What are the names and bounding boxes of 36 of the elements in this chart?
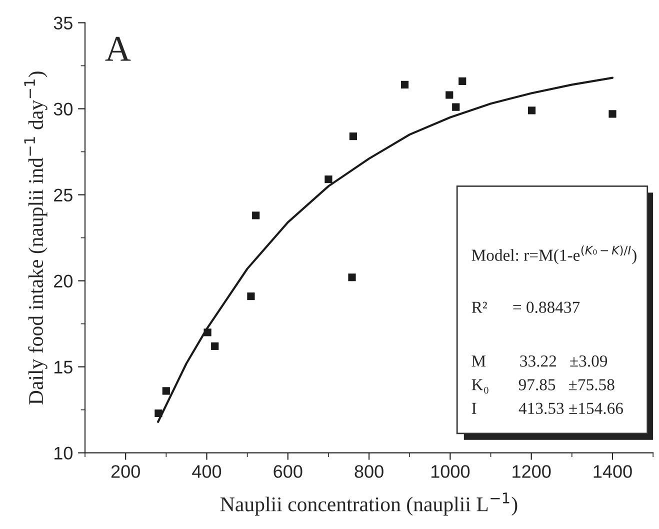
point xyxy=(211,342,219,350)
y-axis-title: Daily food intake (nauplii ind$^{−1}$ day$^{−1}$) xyxy=(24,72,48,404)
x-tick-label: 400 xyxy=(192,465,222,478)
annotation: Model: r=M(1-e$^{(K₀−K)/I}$) xyxy=(472,245,636,264)
point xyxy=(452,103,460,111)
y-tick-label: 20 xyxy=(54,274,72,288)
x-tick-label: 200 xyxy=(111,465,140,478)
point xyxy=(528,106,536,114)
x-tick-label: 600 xyxy=(274,465,302,478)
annotation: K₀ 97.85 ±75.58 xyxy=(472,379,614,394)
point xyxy=(252,212,260,220)
x-tick-label: 1400 xyxy=(594,465,632,478)
point xyxy=(204,328,212,336)
annotation: R² = 0.88437 xyxy=(472,302,580,313)
point xyxy=(247,292,255,300)
point xyxy=(400,80,409,88)
point xyxy=(324,175,332,184)
point xyxy=(446,91,454,99)
y-tick-label: 15 xyxy=(54,360,72,374)
annotation: I 413.53 ±154.66 xyxy=(472,402,623,414)
point xyxy=(154,409,162,418)
y-tick-label: 30 xyxy=(54,102,72,116)
y-tick-label: 10 xyxy=(54,446,72,460)
point xyxy=(608,110,616,118)
point xyxy=(348,274,356,282)
annotation: M 33.22 ±3.09 xyxy=(472,355,608,367)
y-tick-label: 35 xyxy=(54,16,72,30)
point xyxy=(458,77,466,86)
point xyxy=(162,387,170,395)
x-tick-label: 800 xyxy=(354,465,384,478)
x-tick-label: 1000 xyxy=(431,465,470,478)
y-tick-label: 25 xyxy=(54,188,72,202)
chart-title: A xyxy=(105,36,131,61)
x-axis-title: Nauplii concentration (nauplii L$^{−1}$) xyxy=(220,492,518,516)
x-tick-label: 1200 xyxy=(512,465,551,478)
point xyxy=(349,132,358,140)
